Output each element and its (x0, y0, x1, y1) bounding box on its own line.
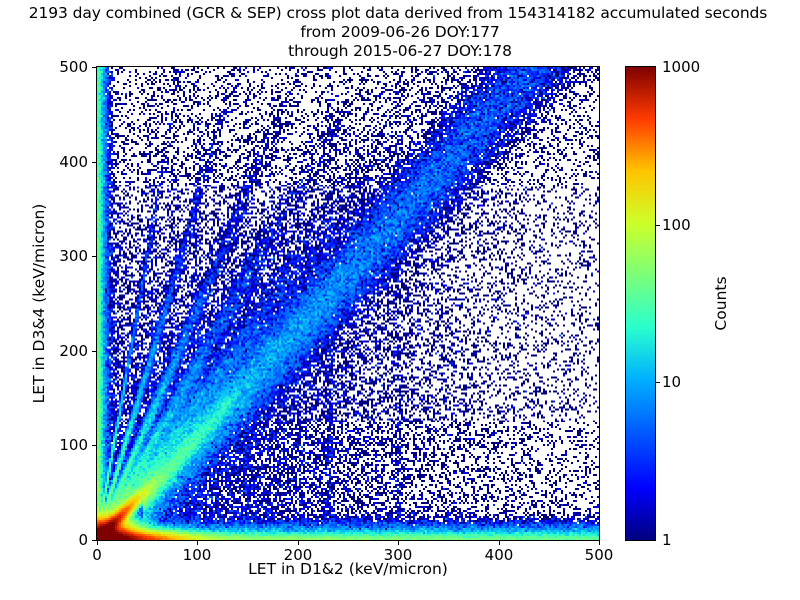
y-tick-label: 400 (59, 153, 88, 171)
x-tick-mark (97, 541, 98, 545)
y-tick-label: 0 (78, 531, 88, 549)
x-tick-mark (298, 541, 299, 545)
y-axis-label: LET in D3&4 (keV/micron) (30, 203, 48, 404)
colorbar-tick-label: 1000 (662, 58, 701, 76)
figure-title: 2193 day combined (GCR & SEP) cross plot… (0, 4, 800, 61)
colorbar-tick-label: 100 (662, 216, 691, 234)
colorbar-tick-mark (656, 225, 660, 226)
title-line-3: through 2015-06-27 DOY:178 (288, 42, 512, 60)
y-tick-mark (92, 351, 96, 352)
colorbar-tick-label: 10 (662, 373, 682, 391)
x-axis-label: LET in D1&2 (keV/micron) (248, 560, 448, 578)
colorbar-label: Counts (712, 276, 730, 331)
colorbar-gradient (626, 67, 655, 540)
y-tick-label: 100 (59, 436, 88, 454)
x-tick-mark (197, 541, 198, 545)
plot-axes (96, 66, 600, 541)
x-tick-label: 0 (92, 546, 102, 564)
x-tick-label: 100 (182, 546, 212, 564)
x-tick-label: 300 (383, 546, 413, 564)
title-line-1: 2193 day combined (GCR & SEP) cross plot… (28, 4, 768, 22)
title-line-2: from 2009-06-26 DOY:177 (300, 23, 500, 41)
x-tick-mark (599, 541, 600, 545)
y-tick-label: 500 (59, 58, 88, 76)
density-heatmap (97, 67, 599, 540)
x-tick-mark (499, 541, 500, 545)
colorbar (625, 66, 656, 541)
y-tick-mark (92, 67, 96, 68)
y-tick-label: 300 (59, 247, 88, 265)
y-tick-mark (92, 256, 96, 257)
y-tick-label: 200 (59, 342, 88, 360)
y-tick-mark (92, 540, 96, 541)
colorbar-tick-mark (656, 382, 660, 383)
y-tick-mark (92, 445, 96, 446)
x-tick-label: 400 (484, 546, 514, 564)
colorbar-tick-label: 1 (662, 531, 672, 549)
y-tick-mark (92, 162, 96, 163)
x-tick-mark (398, 541, 399, 545)
x-tick-label: 500 (584, 546, 614, 564)
x-tick-label: 200 (283, 546, 313, 564)
